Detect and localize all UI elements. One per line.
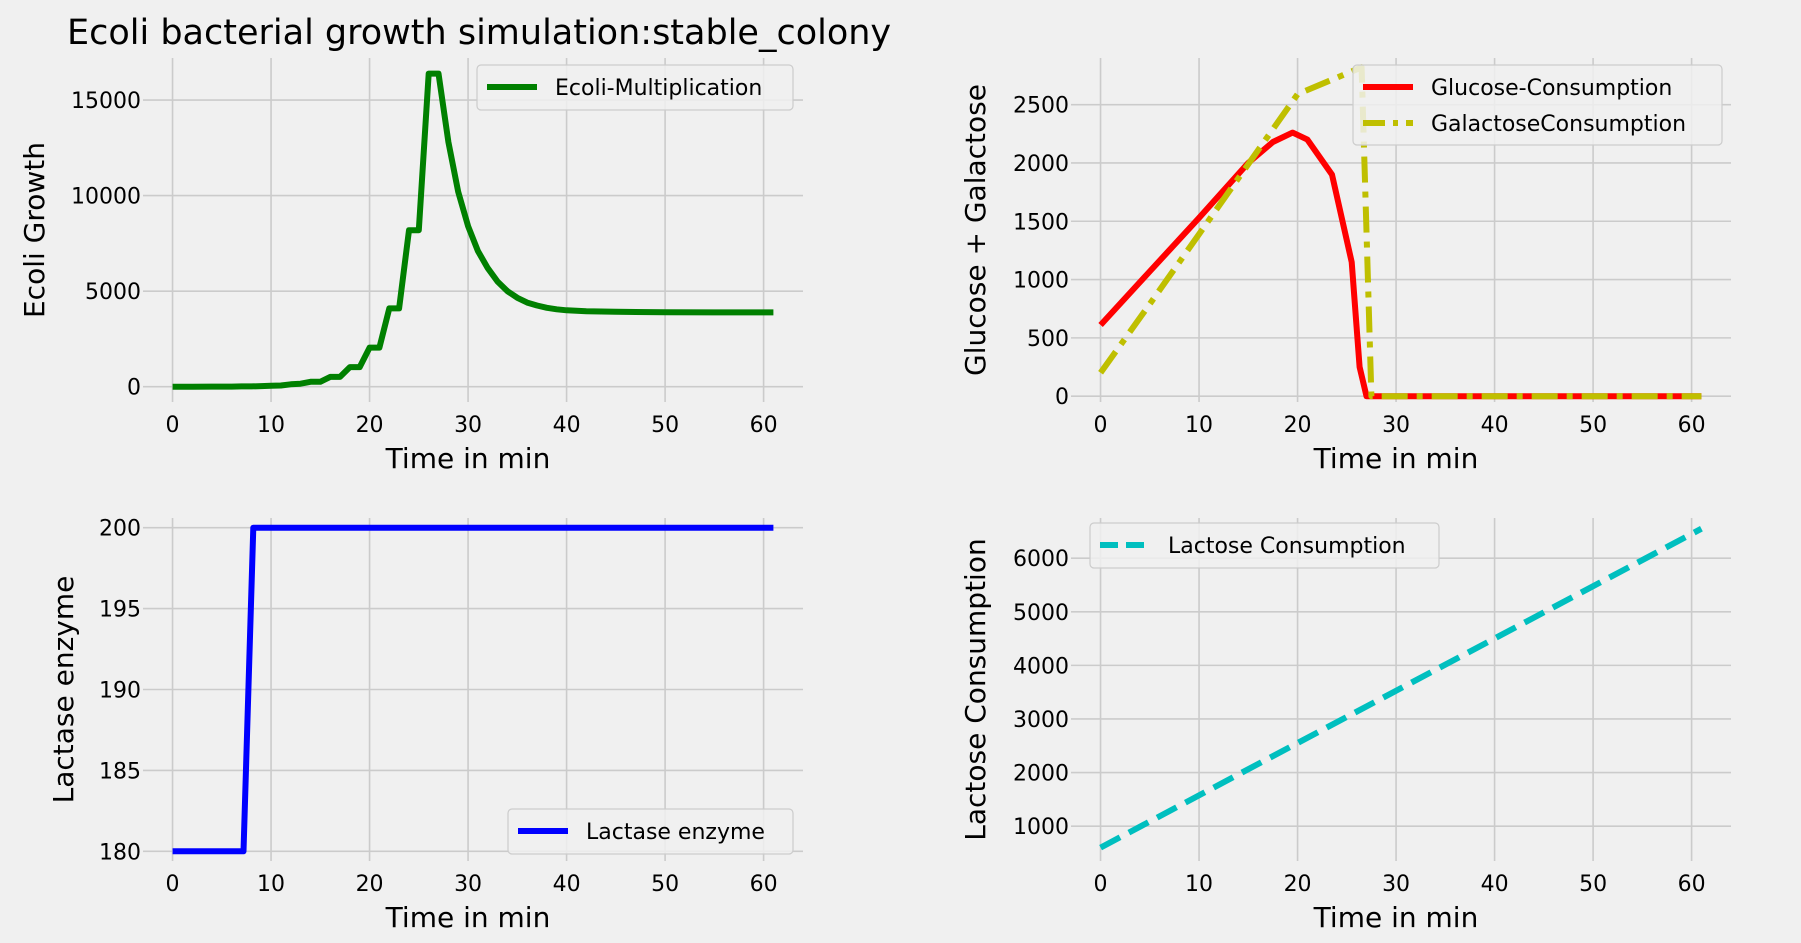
- y-tick-label: 200: [99, 517, 141, 542]
- plot-area: [143, 58, 803, 402]
- y-axis-label: Glucose + Galactose: [959, 84, 992, 376]
- y-axis-label: Ecoli Growth: [18, 142, 51, 318]
- y-tick-label: 5000: [85, 280, 141, 305]
- legend: Glucose-Consumption GalactoseConsumption: [1352, 64, 1723, 146]
- x-tick-label: 60: [1678, 872, 1706, 897]
- legend-label: Ecoli-Multiplication: [555, 76, 762, 101]
- legend: Lactase enzyme: [507, 808, 794, 855]
- x-tick-label: 50: [1579, 413, 1607, 438]
- x-axis-label: Time in min: [1313, 901, 1479, 934]
- y-tick-label: 1000: [1013, 269, 1069, 294]
- legend-label: GalactoseConsumption: [1431, 112, 1686, 137]
- y-tick-label: 195: [99, 598, 141, 623]
- legend-box: [1352, 64, 1723, 146]
- legend: Ecoli-Multiplication: [476, 64, 794, 111]
- y-tick-label: 10000: [71, 185, 141, 210]
- legend-label: Lactose Consumption: [1168, 534, 1406, 559]
- y-tick-label: 500: [1027, 327, 1069, 352]
- y-tick-label: 2500: [1013, 94, 1069, 119]
- x-tick-label: 50: [1579, 872, 1607, 897]
- x-tick-label: 20: [1284, 872, 1312, 897]
- chart-lactose: 0 10 20 30 40 50 60 1000 2000 3000 4000 5000 6000 Tim…: [959, 518, 1731, 934]
- x-tick-label: 10: [257, 413, 285, 438]
- series-line-glucose-consumption: [1098, 129, 1702, 400]
- y-tick-label: 0: [1055, 385, 1069, 410]
- x-tick-label: 10: [257, 872, 285, 897]
- legend-box: [476, 64, 794, 111]
- chart-sugars: 0 10 20 30 40 50 60 0 500 1000 1500 2000 2500 Time in…: [959, 58, 1731, 475]
- y-tick-label: 5000: [1013, 601, 1069, 626]
- x-tick-label: 50: [651, 872, 679, 897]
- x-tick-label: 0: [1094, 872, 1108, 897]
- x-tick-label: 30: [1382, 872, 1410, 897]
- x-tick-label: 0: [166, 413, 180, 438]
- y-tick-label: 1500: [1013, 210, 1069, 235]
- y-tick-label: 3000: [1013, 708, 1069, 733]
- y-tick-label: 180: [99, 840, 141, 865]
- chart-ecoli: 0 10 20 30 40 50 60 0 5000 10000 15000 Time in min E…: [18, 58, 803, 475]
- x-tick-label: 30: [1382, 413, 1410, 438]
- legend-label: Glucose-Consumption: [1431, 76, 1672, 101]
- series-line-ecoli-multiplication: [172, 70, 774, 390]
- x-tick-label: 30: [454, 872, 482, 897]
- y-tick-label: 2000: [1013, 152, 1069, 177]
- y-tick-label: 2000: [1013, 762, 1069, 787]
- x-axis-label: Time in min: [385, 901, 551, 934]
- y-tick-label: 190: [99, 679, 141, 704]
- x-tick-label: 40: [1481, 413, 1509, 438]
- y-tick-label: 6000: [1013, 547, 1069, 572]
- y-tick-label: 0: [127, 376, 141, 401]
- x-tick-label: 50: [651, 413, 679, 438]
- x-tick-label: 20: [356, 872, 384, 897]
- x-tick-label: 60: [1678, 413, 1706, 438]
- x-tick-label: 60: [750, 413, 778, 438]
- y-tick-label: 4000: [1013, 654, 1069, 679]
- x-axis-label: Time in min: [1313, 442, 1479, 475]
- x-tick-label: 10: [1185, 872, 1213, 897]
- x-axis-label: Time in min: [385, 442, 551, 475]
- x-tick-label: 20: [356, 413, 384, 438]
- legend: Lactose Consumption: [1089, 522, 1440, 569]
- series-line-lactose-consumption: [1099, 526, 1703, 851]
- x-tick-label: 30: [454, 413, 482, 438]
- x-tick-label: 0: [166, 872, 180, 897]
- legend-label: Lactase enzyme: [586, 820, 765, 845]
- x-tick-label: 60: [750, 872, 778, 897]
- chart-lactase: 0 10 20 30 40 50 60 180 185 190 195 200 Time in min L…: [47, 517, 803, 934]
- y-tick-label: 1000: [1013, 815, 1069, 840]
- series-line-lactase-enzyme: [172, 524, 774, 855]
- y-axis-label: Lactase enzyme: [47, 576, 80, 804]
- figure-title: Ecoli bacterial growth simulation:stable…: [67, 13, 891, 53]
- y-axis-label: Lactose Consumption: [959, 538, 992, 840]
- x-tick-label: 40: [553, 872, 581, 897]
- x-tick-label: 10: [1185, 413, 1213, 438]
- legend-box: [1089, 522, 1440, 569]
- x-tick-label: 40: [553, 413, 581, 438]
- x-tick-label: 40: [1481, 872, 1509, 897]
- y-tick-label: 185: [99, 759, 141, 784]
- x-tick-label: 0: [1094, 413, 1108, 438]
- x-tick-label: 20: [1284, 413, 1312, 438]
- y-tick-label: 15000: [71, 89, 141, 114]
- legend-box: [507, 808, 794, 855]
